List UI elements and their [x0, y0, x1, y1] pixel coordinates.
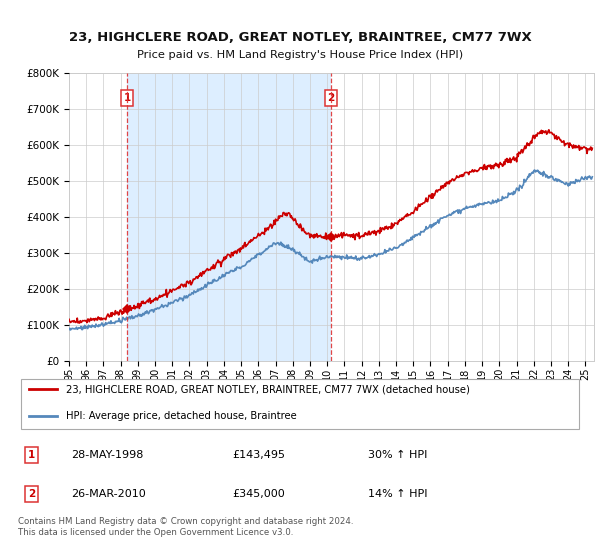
- Text: 30% ↑ HPI: 30% ↑ HPI: [368, 450, 427, 460]
- Text: 26-MAR-2010: 26-MAR-2010: [71, 489, 146, 499]
- Text: 2: 2: [28, 489, 35, 499]
- Text: £143,495: £143,495: [232, 450, 286, 460]
- Text: Contains HM Land Registry data © Crown copyright and database right 2024.
This d: Contains HM Land Registry data © Crown c…: [18, 517, 353, 536]
- FancyBboxPatch shape: [21, 379, 579, 429]
- Text: 2: 2: [328, 93, 335, 103]
- Bar: [127, 73, 331, 361]
- Text: Price paid vs. HM Land Registry's House Price Index (HPI): Price paid vs. HM Land Registry's House …: [137, 50, 463, 60]
- Text: £345,000: £345,000: [232, 489, 285, 499]
- Text: 1: 1: [124, 93, 131, 103]
- Text: 14% ↑ HPI: 14% ↑ HPI: [368, 489, 427, 499]
- Text: 23, HIGHCLERE ROAD, GREAT NOTLEY, BRAINTREE, CM77 7WX (detached house): 23, HIGHCLERE ROAD, GREAT NOTLEY, BRAINT…: [66, 385, 470, 394]
- Text: 23, HIGHCLERE ROAD, GREAT NOTLEY, BRAINTREE, CM77 7WX: 23, HIGHCLERE ROAD, GREAT NOTLEY, BRAINT…: [68, 31, 532, 44]
- Text: 28-MAY-1998: 28-MAY-1998: [71, 450, 144, 460]
- Text: 1: 1: [28, 450, 35, 460]
- Text: HPI: Average price, detached house, Braintree: HPI: Average price, detached house, Brai…: [66, 411, 296, 421]
